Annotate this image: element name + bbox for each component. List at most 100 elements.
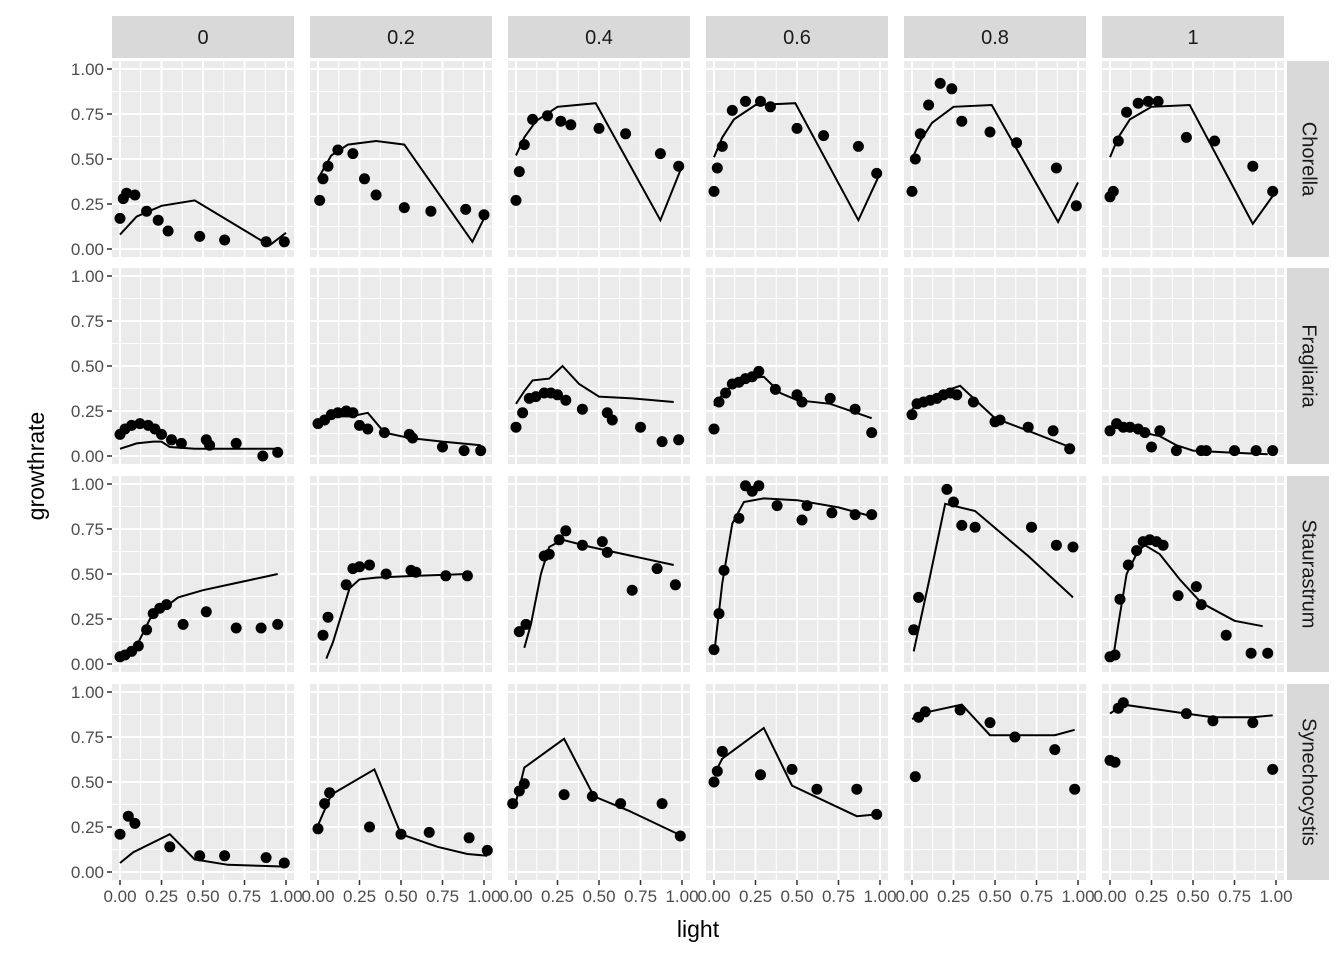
facet-panel: [112, 476, 294, 672]
data-point: [1267, 185, 1279, 197]
data-point: [1139, 427, 1151, 439]
x-tick-label: 1.00: [1061, 887, 1094, 906]
y-tick-label: 0.25: [71, 610, 104, 629]
data-point: [755, 95, 766, 107]
data-point: [826, 507, 838, 519]
x-tick-label: 1.00: [1259, 887, 1292, 906]
data-point: [755, 769, 766, 781]
data-point: [560, 525, 572, 537]
data-point: [654, 148, 666, 160]
row-strip: [1287, 684, 1329, 880]
data-point: [317, 629, 329, 641]
x-tick-label: 0.50: [186, 887, 219, 906]
x-tick-label: 0.50: [384, 887, 417, 906]
data-point: [851, 783, 863, 795]
data-point: [555, 115, 567, 127]
data-point: [260, 236, 272, 248]
data-point: [716, 140, 728, 152]
data-point: [824, 392, 836, 404]
y-tick-label: 0.75: [71, 105, 104, 124]
data-point: [669, 579, 681, 591]
data-point: [317, 173, 329, 185]
data-point: [849, 403, 861, 415]
data-point: [1122, 559, 1134, 571]
data-point: [230, 622, 242, 634]
x-tick-label: 0.00: [895, 887, 928, 906]
data-point: [801, 500, 813, 512]
data-point: [871, 167, 883, 179]
data-point: [257, 450, 269, 462]
data-point: [1180, 708, 1192, 720]
data-point: [1050, 162, 1062, 174]
data-point: [956, 519, 968, 531]
data-point: [651, 563, 663, 575]
data-point: [194, 850, 206, 862]
data-point: [909, 771, 921, 783]
data-point: [340, 579, 352, 591]
data-point: [272, 618, 284, 630]
facet-panel: [706, 684, 888, 880]
fit-line: [912, 502, 1074, 652]
x-tick-label: 0.75: [426, 887, 459, 906]
y-tick-label: 0.25: [71, 195, 104, 214]
x-tick-label: 1.00: [269, 887, 302, 906]
y-tick-label: 0.25: [71, 818, 104, 837]
data-point: [1247, 717, 1259, 729]
y-axis-title: growthrate: [23, 412, 49, 521]
data-point: [1112, 135, 1124, 147]
row-strip-label: Chorella: [1298, 122, 1320, 197]
data-point: [1131, 545, 1143, 557]
data-point: [635, 421, 646, 433]
data-point: [711, 765, 723, 777]
data-point: [908, 624, 920, 636]
data-point: [1104, 425, 1116, 437]
data-point: [552, 389, 563, 401]
x-tick-label: 0.25: [739, 887, 772, 906]
x-tick-label: 0.50: [582, 887, 615, 906]
data-point: [764, 101, 776, 113]
data-point: [332, 144, 344, 156]
data-point: [753, 365, 765, 377]
fit-line: [119, 573, 278, 660]
data-point: [475, 445, 487, 457]
data-point: [941, 483, 953, 495]
data-point: [129, 817, 141, 829]
x-axis-title: light: [677, 916, 720, 942]
data-point: [934, 77, 946, 89]
data-point: [673, 160, 685, 172]
x-tick-label: 0.25: [541, 887, 574, 906]
facet-panel: [112, 61, 294, 257]
data-point: [791, 122, 803, 134]
data-point: [733, 512, 745, 524]
x-tick-label: 0.25: [937, 887, 970, 906]
data-point: [347, 407, 359, 419]
data-point: [596, 536, 608, 548]
col-strip: [112, 16, 294, 58]
data-point: [919, 706, 931, 718]
col-strip-label: 0.4: [585, 27, 613, 49]
data-point: [378, 427, 390, 439]
data-point: [615, 798, 627, 810]
data-point: [518, 778, 530, 790]
data-point: [362, 423, 374, 435]
x-tick-label: 0.00: [301, 887, 334, 906]
data-point: [272, 446, 284, 458]
x-tick-label: 0.00: [103, 887, 136, 906]
data-point: [716, 745, 728, 757]
fit-line: [119, 199, 287, 247]
data-point: [906, 409, 918, 421]
fit-line: [119, 832, 287, 868]
y-tick-label: 0.75: [71, 728, 104, 747]
data-point: [718, 564, 730, 576]
y-tick-label: 0.75: [71, 520, 104, 539]
fit-line: [515, 364, 674, 405]
data-point: [1109, 649, 1121, 661]
data-point: [576, 403, 588, 415]
data-point: [507, 798, 519, 810]
data-point: [461, 570, 473, 582]
data-point: [711, 162, 723, 174]
data-point: [114, 212, 126, 224]
facet-panel: [1102, 476, 1284, 672]
data-point: [380, 568, 392, 580]
